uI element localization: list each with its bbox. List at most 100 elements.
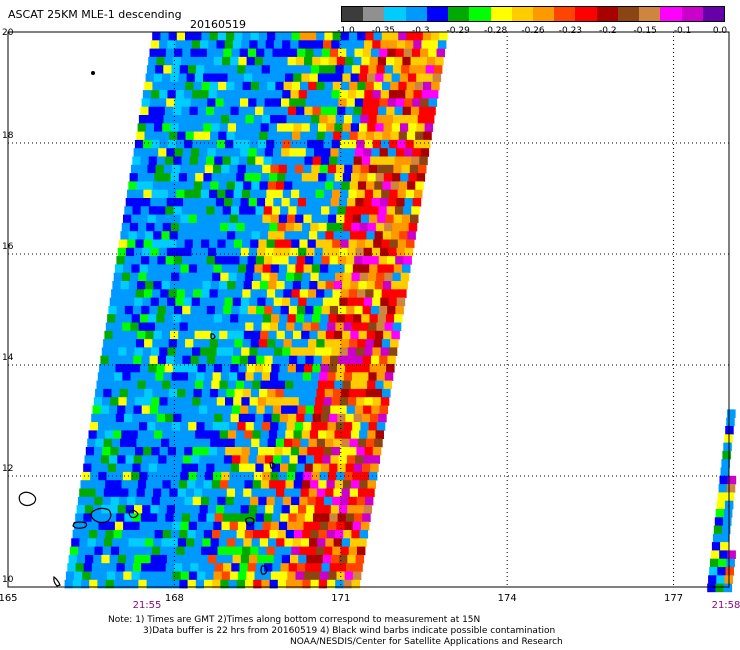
swath-cell xyxy=(350,538,359,547)
swath-cell xyxy=(155,372,164,381)
swath-cell xyxy=(433,65,443,74)
swath-cell xyxy=(394,106,403,116)
swath-cell xyxy=(318,430,327,439)
swath-cell xyxy=(157,305,167,315)
swath-cell xyxy=(228,530,237,539)
swath-cell xyxy=(169,488,178,498)
swath-cell xyxy=(238,106,248,116)
swath-cell xyxy=(213,214,222,224)
swath-cell xyxy=(104,380,114,390)
swath-cell xyxy=(179,530,188,539)
swath-cell xyxy=(726,417,735,427)
swath-cell xyxy=(348,447,357,456)
swath-cell xyxy=(176,239,185,249)
swath-cell xyxy=(193,339,202,348)
swath-cell xyxy=(371,405,380,415)
swath-cell xyxy=(186,231,195,240)
swath-cell xyxy=(169,438,178,448)
swath-cell xyxy=(158,455,167,464)
swath-cell xyxy=(261,530,270,539)
swath-cell xyxy=(357,289,366,298)
swath-cell xyxy=(385,214,394,224)
swath-cell xyxy=(307,546,317,556)
swath-cell xyxy=(143,397,152,406)
swath-cell xyxy=(119,546,128,556)
swath-cell xyxy=(113,530,123,539)
swath-cell xyxy=(225,447,234,456)
swath-cell xyxy=(285,73,294,83)
swath-cell xyxy=(143,289,153,298)
swath-cell xyxy=(219,173,229,182)
swath-cell xyxy=(421,90,431,99)
swath-cell xyxy=(284,181,293,190)
swath-cell xyxy=(341,488,351,498)
swath-cell xyxy=(210,488,219,498)
swath-cell xyxy=(188,521,198,531)
swath-cell xyxy=(375,330,384,340)
swath-cell xyxy=(253,115,263,124)
swath-cell xyxy=(353,413,363,423)
swath-cell xyxy=(360,214,370,224)
swath-cell xyxy=(363,148,372,157)
swath-cell xyxy=(82,571,91,581)
swath-cell xyxy=(220,322,230,332)
swath-cell xyxy=(195,430,204,439)
swath-cell xyxy=(190,48,199,58)
swath-cell xyxy=(248,505,258,514)
swath-cell xyxy=(362,463,371,473)
swath-cell xyxy=(249,447,259,456)
swath-cell xyxy=(147,521,157,531)
swath-cell xyxy=(152,181,162,190)
swath-cell xyxy=(321,305,331,315)
swath-cell xyxy=(408,222,418,232)
swath-cell xyxy=(99,463,109,473)
swath-cell xyxy=(91,513,101,522)
swath-cell xyxy=(229,264,239,273)
swath-cell xyxy=(277,430,286,439)
swath-cell xyxy=(220,579,229,589)
swath-cell xyxy=(284,231,293,240)
swath-cell xyxy=(184,189,193,199)
swath-cell xyxy=(235,488,244,498)
swath-cell xyxy=(108,355,118,365)
swath-cell xyxy=(223,98,233,107)
color-scale-swatch xyxy=(490,7,512,21)
swath-cell xyxy=(252,380,261,390)
swath-cell xyxy=(194,330,204,340)
swath-cell xyxy=(117,505,127,514)
swath-cell xyxy=(274,189,284,199)
swath-cell xyxy=(307,189,316,199)
swath-cell xyxy=(288,463,297,473)
swath-cell xyxy=(368,164,378,174)
swath-cell xyxy=(284,281,294,290)
swath-cell xyxy=(293,430,302,439)
swath-cell xyxy=(269,322,279,332)
swath-cell xyxy=(354,513,363,522)
swath-cell xyxy=(401,214,411,224)
swath-cell xyxy=(202,281,212,290)
swath-cell xyxy=(108,305,117,315)
swath-cell xyxy=(259,131,268,141)
swath-cell xyxy=(269,272,278,282)
swath-cell xyxy=(198,206,207,215)
swath-cell xyxy=(115,364,124,373)
swath-cell xyxy=(87,438,96,448)
swath-cell xyxy=(346,355,355,365)
swath-cell xyxy=(400,272,410,282)
swath-cell xyxy=(360,65,369,74)
swath-cell xyxy=(320,413,330,423)
swath-cell xyxy=(137,330,146,340)
swath-cell xyxy=(270,372,279,381)
swath-cell xyxy=(208,139,218,149)
swath-cell xyxy=(250,289,259,298)
swath-cell xyxy=(204,322,213,332)
swath-cell xyxy=(268,380,278,390)
swath-cell xyxy=(333,538,343,547)
swath-cell xyxy=(200,40,209,49)
swath-cell xyxy=(396,148,405,157)
swath-cell xyxy=(241,347,250,356)
swath-cell xyxy=(252,123,261,132)
swath-cell xyxy=(197,314,206,323)
swath-cell xyxy=(157,563,166,572)
swath-cell xyxy=(241,397,250,406)
